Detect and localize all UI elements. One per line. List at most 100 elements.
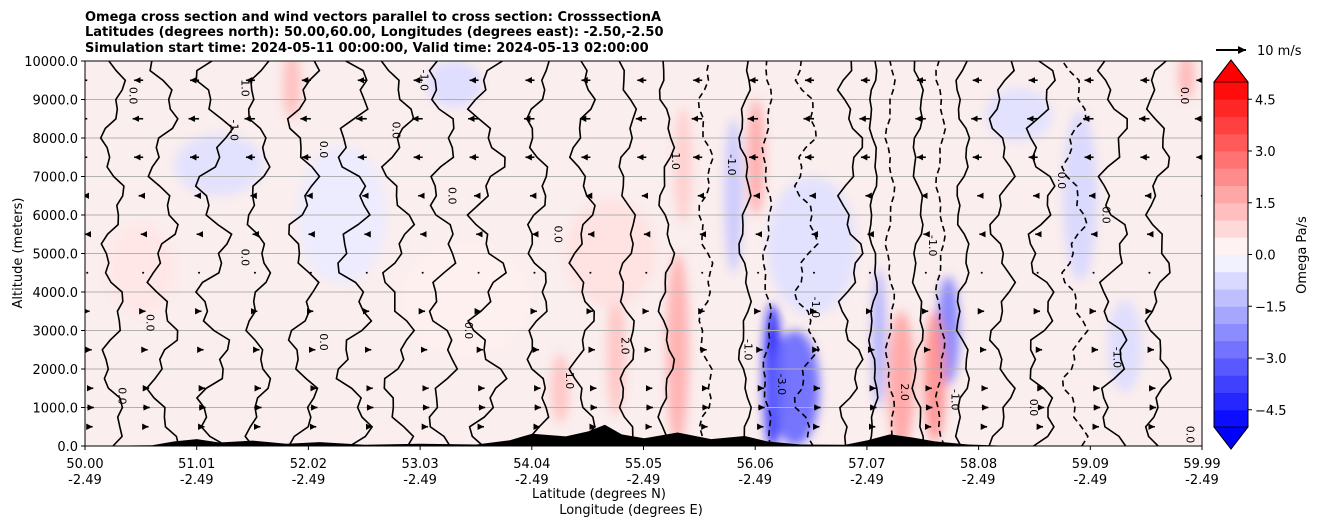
contour-line <box>428 61 459 446</box>
x-axis-label-longitude: Longitude (degrees E) <box>559 503 703 518</box>
colorbar-extend-min <box>1213 426 1249 450</box>
y-tick-label: 9000.0 <box>33 94 79 109</box>
x-tick-label-longitude: -2.49 <box>1073 473 1107 488</box>
chart-title-line-3: Simulation start time: 2024-05-11 00:00:… <box>85 41 649 56</box>
x-tick-label-latitude: 59.09 <box>1072 457 1109 472</box>
contour-label: 0.0 <box>127 87 140 105</box>
contour-label: -1.0 <box>1111 347 1124 368</box>
contour-label: -3.0 <box>775 374 788 395</box>
colorbar-extend-max <box>1213 59 1249 83</box>
x-tick-label-latitude: 50.00 <box>66 457 103 472</box>
colorbar-segment <box>1214 340 1248 359</box>
contour-label: 0.0 <box>143 314 156 332</box>
colorbar-label: Omega Pa/s <box>1295 216 1310 294</box>
omega-feature <box>607 292 626 416</box>
contour-label: 0.0 <box>1055 172 1068 190</box>
omega-feature <box>282 61 301 119</box>
x-tick-label-latitude: 58.08 <box>960 457 997 472</box>
contour-label: 2.0 <box>619 337 632 355</box>
y-tick-label: 5000.0 <box>33 248 79 263</box>
contour-line <box>380 61 416 446</box>
wind-vector <box>365 271 368 274</box>
contour-label: -1.0 <box>227 120 240 141</box>
colorbar-segment <box>1214 220 1248 238</box>
contour-line <box>286 61 321 446</box>
wind-vector <box>1204 272 1206 274</box>
colorbar-segment <box>1214 202 1248 221</box>
y-tick-label: 4000.0 <box>33 286 79 301</box>
chart-title-line-1: Omega cross section and wind vectors par… <box>85 10 661 25</box>
contour-line <box>793 61 820 446</box>
wind-vector <box>868 271 871 274</box>
colorbar-segment <box>1214 289 1248 307</box>
contour-label: 0.0 <box>1183 426 1196 444</box>
contour-label: 0.0 <box>1178 87 1191 105</box>
y-tick-label: 0.0 <box>57 440 78 455</box>
contour-line <box>737 61 753 446</box>
wind-vector <box>253 271 256 274</box>
colorbar-segment <box>1214 409 1248 428</box>
contour-line <box>911 61 925 446</box>
contour-label-layer: 0.0 0.0 0.0 1.0 -1.0 0.0 0.0 -1.0 0.0 0.0 0.0 0.0 0.… <box>116 70 1197 444</box>
wind-vector <box>589 271 592 274</box>
wind-vector <box>533 271 536 274</box>
contour-line <box>526 61 550 446</box>
x-tick-label-longitude: -2.49 <box>850 473 884 488</box>
colorbar-tick-label: 0.0 <box>1255 249 1276 264</box>
contour-line <box>194 61 235 446</box>
wind-vector <box>309 271 312 274</box>
colorbar-tick-label: −1.5 <box>1255 300 1287 315</box>
contour-label: -1.0 <box>809 297 822 318</box>
colorbar-tick-label: 4.5 <box>1255 93 1276 108</box>
contour-line <box>657 61 676 446</box>
quiver-key: 10 m/s <box>1216 44 1302 59</box>
plot-area: 0.0 0.0 0.0 1.0 -1.0 0.0 0.0 -1.0 0.0 0.0 0.0 0.0 0.… <box>84 60 1206 447</box>
wind-vector <box>701 271 704 274</box>
contour-line <box>1096 61 1129 446</box>
contour-label: -1.0 <box>949 389 962 410</box>
y-axis-label: Altitude (meters) <box>11 198 26 309</box>
terrain-silhouette <box>85 424 1202 446</box>
colorbar-segment <box>1214 82 1248 100</box>
x-tick-label-longitude: -2.49 <box>738 473 772 488</box>
x-tick-label-latitude: 51.01 <box>178 457 215 472</box>
x-axis: 50.00-2.4951.01-2.4952.02-2.4953.03-2.49… <box>66 446 1221 488</box>
y-tick-label: 7000.0 <box>33 171 79 186</box>
contour-line <box>1144 61 1172 446</box>
contour-line <box>1060 61 1089 446</box>
wind-vector <box>86 271 89 274</box>
colorbar-segment <box>1214 237 1248 255</box>
contour-line <box>568 61 597 446</box>
omega-feature <box>770 330 820 446</box>
colorbar-segment <box>1214 306 1248 324</box>
colorbar-segment <box>1214 358 1248 376</box>
y-tick-label: 8000.0 <box>33 132 79 147</box>
colorbar-segment <box>1214 185 1248 204</box>
contour-label: -1.0 <box>417 70 430 91</box>
colorbar-segment <box>1214 392 1248 411</box>
colorbar-segment <box>1214 254 1248 273</box>
omega-feature <box>551 353 570 423</box>
contour-label: 0.0 <box>389 122 402 140</box>
colorbar-tick-label: 1.5 <box>1255 197 1276 212</box>
contour-label: 0.0 <box>317 333 330 351</box>
contour-label: 0.0 <box>1099 206 1112 224</box>
contour-label: 0.0 <box>1027 399 1040 417</box>
x-tick-label-latitude: 52.02 <box>290 457 327 472</box>
x-tick-label-longitude: -2.49 <box>627 473 661 488</box>
colorbar-segment <box>1214 168 1248 186</box>
contour-line <box>466 61 508 446</box>
x-tick-label-longitude: -2.49 <box>1185 473 1219 488</box>
colorbar-tick-label: −4.5 <box>1255 404 1287 419</box>
y-tick-label: 10000.0 <box>24 55 78 70</box>
contour-label: -1.0 <box>742 339 755 360</box>
contour-label: 2.0 <box>898 383 911 401</box>
contour-line <box>761 61 773 446</box>
wind-vector <box>980 271 983 274</box>
y-tick-label: 1000.0 <box>33 402 79 417</box>
contour-label: 0.0 <box>552 226 565 244</box>
x-tick-label-longitude: -2.49 <box>68 473 102 488</box>
omega-feature <box>985 87 1053 142</box>
x-tick-label-latitude: 57.07 <box>848 457 885 472</box>
